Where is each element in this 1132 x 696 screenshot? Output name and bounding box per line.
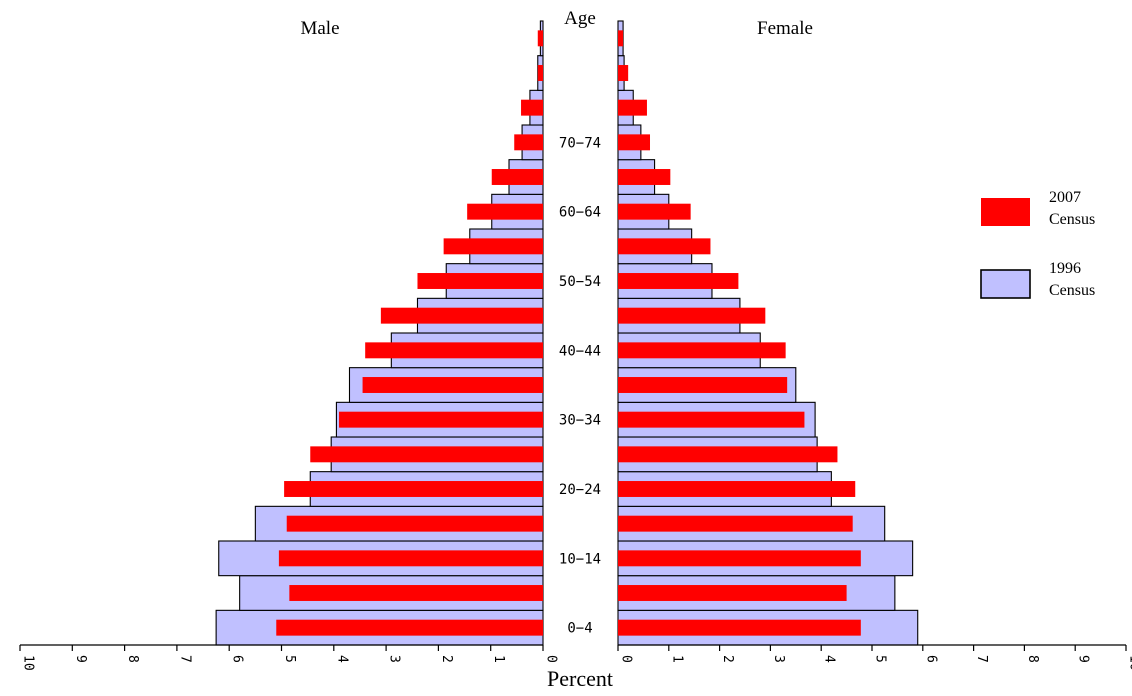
bar-2007-female-30-34 — [618, 411, 805, 428]
x-axis-title: Percent — [547, 666, 613, 691]
series-2007-bars — [276, 30, 861, 636]
bar-2007-female-55-59 — [618, 238, 711, 255]
female-tick-label-0: 0 — [619, 655, 634, 663]
legend: 2007 Census 1996 Census — [980, 189, 1095, 299]
bar-2007-male-20-24 — [284, 481, 543, 497]
bar-2007-female-0-4 — [618, 619, 861, 636]
bar-2007-male-40-44 — [365, 342, 543, 359]
female-tick-label-3: 3 — [771, 655, 786, 663]
bar-2007-male-45-49 — [380, 307, 543, 324]
bar-2007-male-5-9 — [289, 585, 543, 601]
male-tick-label-2: 2 — [439, 655, 454, 663]
female-tick-label-7: 7 — [974, 655, 989, 663]
male-tick-label-1: 1 — [491, 655, 506, 663]
male-tick-label-9: 9 — [73, 655, 88, 663]
bar-2007-male-0-4 — [276, 619, 543, 636]
bar-2007-female-60-64 — [618, 203, 691, 220]
age-label-50-54: 50−54 — [559, 274, 601, 290]
female-tick-label-2: 2 — [720, 655, 735, 663]
legend-1996-line1: 1996 — [1049, 260, 1081, 277]
bar-2007-male-55-59 — [443, 238, 543, 255]
female-tick-label-9: 9 — [1076, 655, 1091, 663]
bar-2007-female-85-89 — [618, 30, 624, 47]
male-tick-label-5: 5 — [282, 655, 297, 663]
female-tick-label-5: 5 — [873, 655, 888, 663]
legend-2007-line2: Census — [1049, 211, 1095, 228]
legend-swatch-2007 — [981, 198, 1030, 226]
age-label-70-74: 70−74 — [559, 135, 601, 151]
age-label-0-4: 0−4 — [567, 621, 592, 637]
male-tick-label-10: 10 — [21, 655, 36, 671]
female-label: Female — [757, 18, 813, 39]
age-labels: 0−4 10−14 20−24 30−34 40−44 50−54 60−64 70−74 — [559, 135, 601, 636]
age-axis-title: Age — [564, 8, 596, 29]
age-label-40-44: 40−44 — [559, 343, 601, 359]
male-tick-label-8: 8 — [125, 655, 140, 663]
bar-2007-female-35-39 — [618, 377, 788, 393]
male-tick-label-6: 6 — [230, 655, 245, 663]
bar-2007-female-20-24 — [618, 481, 856, 497]
bar-2007-male-80-84 — [537, 65, 543, 81]
bar-2007-female-10-14 — [618, 550, 861, 567]
bar-2007-female-5-9 — [618, 585, 847, 601]
male-label: Male — [300, 18, 339, 39]
male-tick-label-4: 4 — [334, 655, 349, 663]
female-tick-label-10: 10 — [1127, 655, 1132, 671]
bar-2007-male-35-39 — [362, 377, 543, 393]
age-label-30-34: 30−34 — [559, 413, 601, 429]
bar-2007-female-25-29 — [618, 446, 838, 463]
bar-2007-male-50-54 — [417, 273, 543, 289]
bar-2007-male-65-69 — [491, 169, 543, 185]
bar-2007-female-15-19 — [618, 515, 853, 532]
female-tick-label-6: 6 — [923, 655, 938, 663]
male-tick-label-7: 7 — [177, 655, 192, 663]
bar-2007-female-45-49 — [618, 307, 766, 324]
male-tick-label-3: 3 — [387, 655, 402, 663]
age-label-60-64: 60−64 — [559, 205, 601, 221]
legend-swatch-1996 — [980, 269, 1031, 299]
female-tick-label-1: 1 — [669, 655, 684, 663]
legend-1996-line2: Census — [1049, 282, 1095, 299]
x-tick-labels: 0 0 1 1 2 2 3 3 4 4 5 5 6 6 7 7 8 8 9 9 10 10 — [21, 655, 1132, 671]
bar-2007-female-40-44 — [618, 342, 786, 359]
axes — [19, 644, 1127, 651]
bar-2007-female-70-74 — [618, 134, 651, 151]
bar-2007-female-50-54 — [618, 273, 739, 289]
bar-2007-female-80-84 — [618, 65, 629, 81]
bar-2007-male-25-29 — [310, 446, 543, 463]
bar-2007-female-65-69 — [618, 169, 671, 185]
bar-2007-male-60-64 — [467, 203, 543, 220]
bar-2007-male-70-74 — [514, 134, 543, 151]
bar-2007-male-15-19 — [286, 515, 543, 532]
bar-2007-male-10-14 — [278, 550, 543, 567]
legend-2007-line1: 2007 — [1049, 189, 1081, 206]
bar-2007-male-75-79 — [521, 99, 543, 116]
female-tick-label-4: 4 — [822, 655, 837, 663]
female-tick-label-8: 8 — [1025, 655, 1040, 663]
age-label-20-24: 20−24 — [559, 482, 601, 498]
bar-2007-male-30-34 — [339, 411, 543, 428]
age-label-10-14: 10−14 — [559, 551, 601, 567]
bar-2007-female-75-79 — [618, 99, 647, 116]
bar-2007-male-85-89 — [537, 30, 543, 47]
male-tick-label-0: 0 — [544, 655, 559, 663]
